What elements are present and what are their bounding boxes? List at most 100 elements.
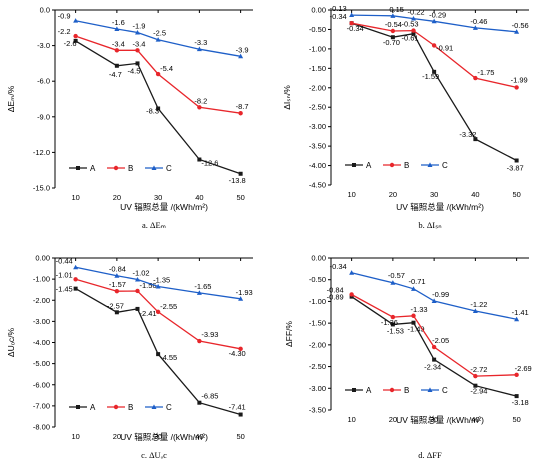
data-label: -2.55 bbox=[160, 302, 177, 311]
data-label: -2.94 bbox=[470, 387, 487, 396]
data-label: -0.71 bbox=[409, 277, 426, 286]
series-B: -1.01 -1.57 -1.56 -2.55 -3.93 -4.30 bbox=[56, 270, 246, 358]
data-label: -1.36 bbox=[381, 318, 398, 327]
data-point bbox=[473, 373, 478, 379]
data-point bbox=[349, 12, 355, 18]
data-label: -0.34 bbox=[330, 12, 347, 21]
data-label: -1.01 bbox=[56, 270, 73, 279]
data-point bbox=[73, 18, 79, 23]
y-tick-label: -1.50 bbox=[309, 64, 326, 73]
data-point bbox=[431, 43, 437, 48]
data-label: -1.93 bbox=[236, 288, 253, 297]
data-point bbox=[156, 106, 161, 111]
series-line-C bbox=[351, 14, 517, 33]
data-label: -8.3 bbox=[146, 106, 159, 115]
data-point bbox=[135, 288, 140, 294]
data-point bbox=[238, 53, 244, 59]
series-A: -0.34 -0.70 -0.61 -1.59 -3.32 -3.87 bbox=[347, 21, 524, 173]
data-point bbox=[197, 338, 202, 344]
data-label: -1.57 bbox=[109, 280, 126, 289]
data-point bbox=[135, 48, 140, 53]
x-tick-label: 10 bbox=[71, 432, 79, 441]
y-tick-label: -4.00 bbox=[33, 338, 50, 347]
x-tick-label: 10 bbox=[347, 190, 355, 199]
x-axis-title: UV 辐照总量 /(kWh/m²) bbox=[396, 202, 484, 212]
data-label: -0.57 bbox=[388, 271, 405, 280]
data-point bbox=[390, 280, 396, 285]
legend-label-C: C bbox=[442, 161, 448, 170]
data-point bbox=[114, 48, 120, 53]
data-label: -0.70 bbox=[383, 38, 400, 47]
data-point bbox=[432, 357, 437, 362]
data-label: -1.99 bbox=[511, 75, 528, 84]
data-point bbox=[73, 277, 78, 282]
y-tick-label: -6.0 bbox=[37, 77, 50, 86]
data-point bbox=[411, 28, 416, 33]
legend-marker bbox=[151, 165, 157, 170]
data-point bbox=[431, 298, 437, 303]
chart-panel-3: 0.00-1.00-2.00-3.00-4.00-5.00-6.00-7.00-… bbox=[6, 254, 253, 460]
data-point bbox=[411, 320, 416, 325]
panel-caption: c. ΔUₒc bbox=[141, 450, 167, 460]
x-tick-label: 50 bbox=[236, 432, 244, 441]
y-tick-label: -7.00 bbox=[33, 401, 50, 410]
data-point bbox=[238, 346, 243, 352]
data-point bbox=[73, 38, 78, 43]
legend-marker bbox=[76, 405, 80, 409]
data-label: -0.54 bbox=[385, 20, 402, 29]
x-tick-label: 20 bbox=[389, 415, 397, 424]
data-label: -3.93 bbox=[201, 330, 218, 339]
data-label: -1.59 bbox=[422, 72, 439, 81]
legend-label-C: C bbox=[166, 164, 172, 173]
series-C: -0.44 -0.84 -1.02-1.35 -1.65 -1.93 bbox=[56, 256, 253, 301]
x-tick-label: 30 bbox=[430, 190, 438, 199]
data-label: -2.6 bbox=[64, 39, 77, 48]
data-point bbox=[390, 314, 396, 320]
data-point bbox=[155, 283, 161, 289]
y-axis-title: ΔFF/% bbox=[284, 321, 294, 347]
data-label: -8.2 bbox=[194, 96, 207, 105]
data-point bbox=[411, 286, 416, 291]
x-tick-label: 20 bbox=[113, 193, 121, 202]
legend-marker bbox=[389, 387, 395, 393]
legend-label-B: B bbox=[128, 164, 133, 173]
data-label: -4.30 bbox=[229, 349, 246, 358]
y-tick-label: -3.50 bbox=[309, 142, 326, 151]
data-point bbox=[472, 308, 478, 313]
y-tick-label: -15.0 bbox=[33, 184, 50, 193]
series-line-B bbox=[351, 293, 517, 377]
data-point bbox=[197, 157, 202, 162]
series-line-C bbox=[75, 20, 241, 57]
data-label: -3.18 bbox=[512, 398, 529, 407]
x-tick-label: 40 bbox=[195, 432, 203, 441]
data-label: -13.8 bbox=[229, 176, 246, 185]
legend-marker bbox=[76, 166, 80, 170]
y-tick-label: -3.00 bbox=[309, 384, 326, 393]
series-B: -0.84 -1.36 -1.33 -2.05 -2.72 -2.69 bbox=[327, 285, 532, 379]
data-point bbox=[514, 158, 519, 163]
data-point bbox=[349, 21, 354, 26]
data-label: -0.53 bbox=[402, 20, 419, 29]
data-point bbox=[473, 383, 478, 388]
data-label: -0.91 bbox=[436, 43, 453, 52]
data-point bbox=[238, 111, 243, 116]
x-tick-label: 40 bbox=[195, 193, 203, 202]
x-tick-label: 30 bbox=[154, 193, 162, 202]
data-point bbox=[155, 309, 161, 315]
y-tick-label: -4.50 bbox=[309, 181, 326, 190]
legend-label-A: A bbox=[90, 164, 96, 173]
series-line-A bbox=[75, 40, 241, 175]
data-label: -4.7 bbox=[109, 70, 122, 79]
x-tick-label: 30 bbox=[154, 432, 162, 441]
data-point bbox=[432, 69, 437, 74]
data-point bbox=[135, 306, 140, 311]
data-point bbox=[155, 37, 161, 42]
data-label: -1.53 bbox=[387, 326, 404, 335]
legend-label-A: A bbox=[90, 403, 96, 412]
legend-label-B: B bbox=[404, 386, 409, 395]
panel-caption: a. ΔEₘ bbox=[142, 220, 167, 230]
data-label: -3.4 bbox=[133, 39, 146, 48]
data-label: -0.99 bbox=[432, 290, 449, 299]
y-tick-label: -1.00 bbox=[309, 297, 326, 306]
data-point bbox=[473, 137, 478, 142]
